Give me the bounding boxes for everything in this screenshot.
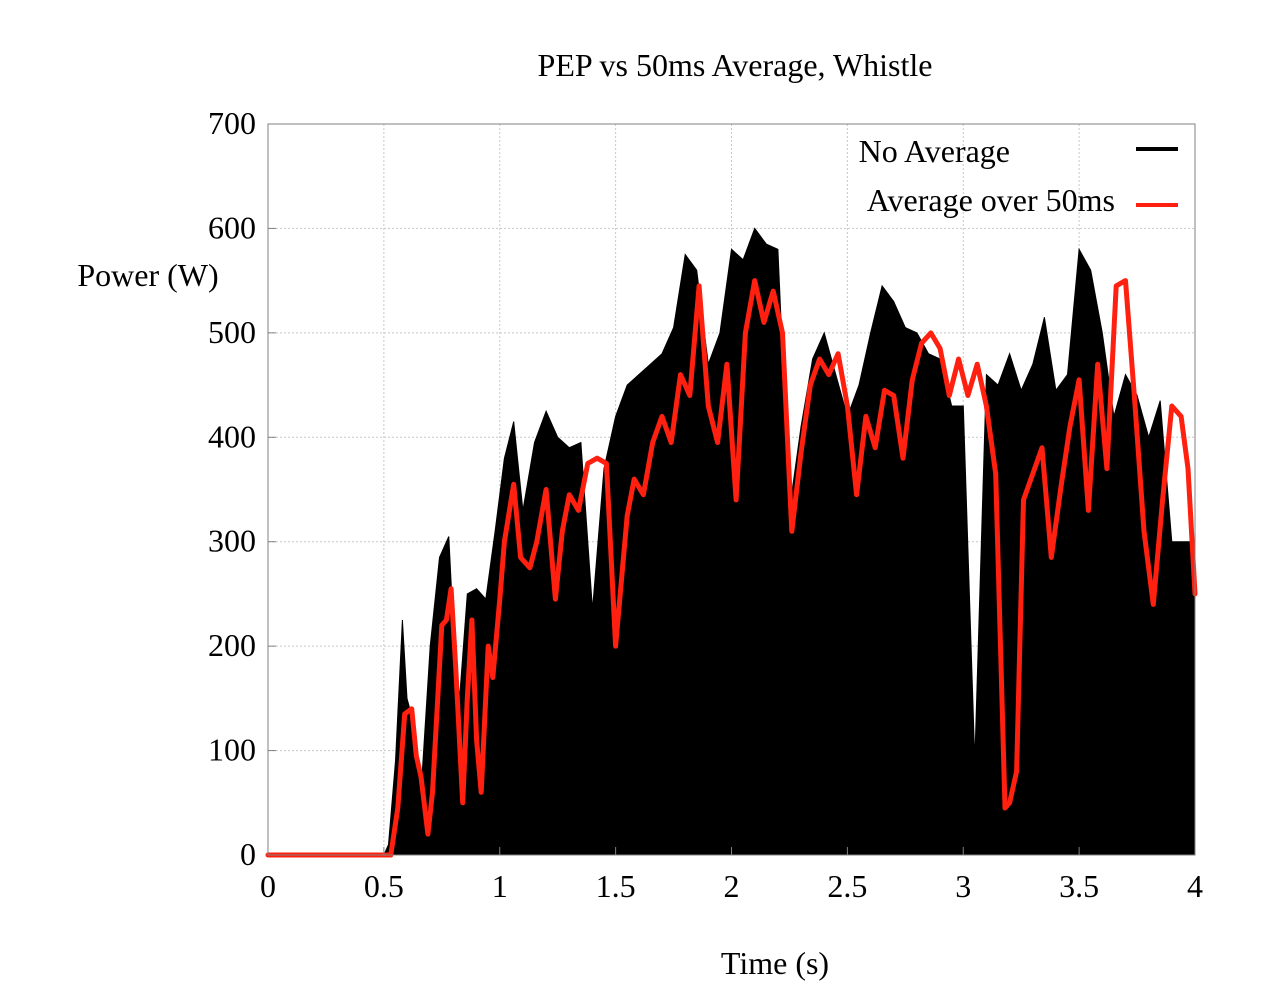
x-tick-label: 3.5 [1059,868,1099,904]
y-tick-label: 400 [208,418,256,454]
axis-ticks [267,123,1196,856]
y-tick-label: 100 [208,732,256,768]
x-tick-label: 1.5 [596,868,636,904]
y-tick-label: 500 [208,314,256,350]
no-average-envelope [268,227,1196,856]
y-tick-label: 600 [208,209,256,245]
y-tick-labels: 0 100 200 300 400 500 600 700 [208,105,256,872]
legend-label-average: Average over 50ms [867,182,1115,218]
x-tick-label: 1 [492,868,508,904]
x-axis-label: Time (s) [721,945,829,981]
x-tick-label: 4 [1187,868,1203,904]
y-axis-label: Power (W) [77,257,218,293]
legend-label-no-average: No Average [859,133,1010,169]
chart-title: PEP vs 50ms Average, Whistle [538,47,933,83]
x-tick-labels: 0 0.5 1 1.5 2 2.5 3 3.5 4 [260,868,1203,904]
x-tick-label: 3 [955,868,971,904]
y-tick-label: 700 [208,105,256,141]
y-tick-label: 300 [208,523,256,559]
x-tick-label: 0 [260,868,276,904]
x-tick-label: 2 [724,868,740,904]
average-line [265,278,1198,858]
series-average-over-50ms [265,278,1198,858]
y-tick-label: 0 [240,836,256,872]
x-tick-label: 2.5 [827,868,867,904]
x-tick-label: 0.5 [364,868,404,904]
y-tick-label: 200 [208,627,256,663]
legend: No Average Average over 50ms [859,133,1178,218]
series-no-average [268,227,1196,856]
